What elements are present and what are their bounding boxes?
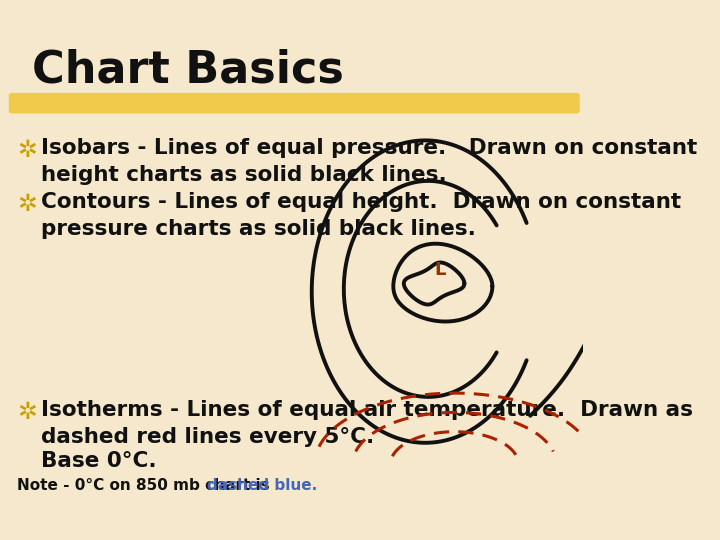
Text: L: L bbox=[434, 261, 446, 279]
Text: pressure charts as solid black lines.: pressure charts as solid black lines. bbox=[41, 219, 476, 239]
Text: Contours - Lines of equal height.  Drawn on constant: Contours - Lines of equal height. Drawn … bbox=[41, 192, 681, 212]
Text: Chart Basics: Chart Basics bbox=[32, 49, 344, 92]
Text: dashed red lines every 5°C.: dashed red lines every 5°C. bbox=[41, 427, 374, 447]
FancyBboxPatch shape bbox=[9, 93, 580, 113]
Text: Isobars - Lines of equal pressure.   Drawn on constant: Isobars - Lines of equal pressure. Drawn… bbox=[41, 138, 697, 158]
Text: height charts as solid black lines.: height charts as solid black lines. bbox=[41, 165, 446, 185]
Text: ✲: ✲ bbox=[17, 192, 37, 215]
Text: Isotherms - Lines of equal air temperature.  Drawn as: Isotherms - Lines of equal air temperatu… bbox=[41, 400, 693, 420]
Text: dashed blue.: dashed blue. bbox=[207, 478, 317, 493]
Text: Base 0°C.: Base 0°C. bbox=[41, 451, 156, 471]
Text: ✲: ✲ bbox=[17, 400, 37, 423]
Text: ✲: ✲ bbox=[17, 138, 37, 161]
Text: Note - 0°C on 850 mb chart is: Note - 0°C on 850 mb chart is bbox=[17, 478, 275, 493]
